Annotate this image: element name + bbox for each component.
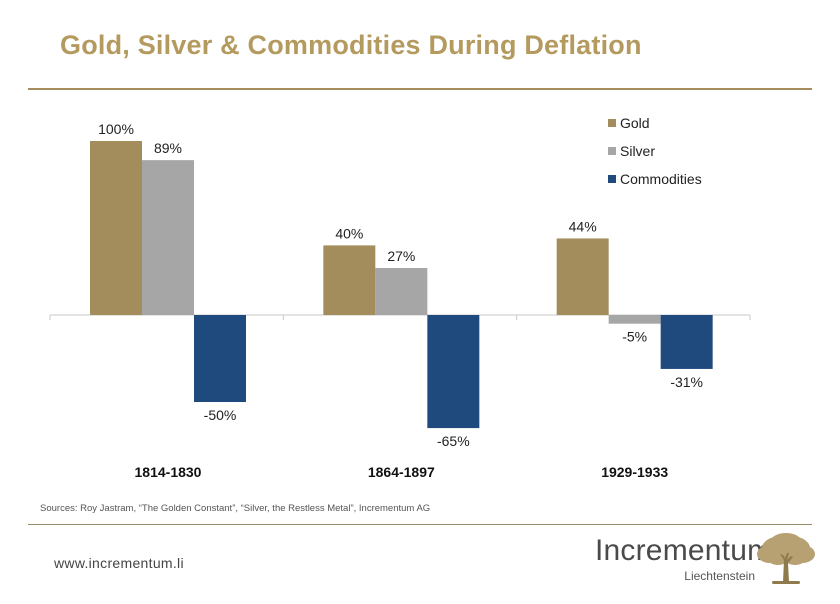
data-label: 100% <box>98 121 134 137</box>
legend-label-gold: Gold <box>620 115 650 131</box>
legend-label-commodities: Commodities <box>620 171 702 187</box>
bar-commodities-1814-1830 <box>194 315 246 402</box>
header-divider <box>28 88 812 90</box>
brand-name: Incrementum <box>595 534 773 567</box>
bar-commodities-1864-1897 <box>427 315 480 429</box>
data-label: -5% <box>622 329 647 345</box>
bar-gold-1929-1933 <box>556 238 609 315</box>
data-label: -65% <box>437 433 470 449</box>
brand-logo-text: Incrementum Liechtenstein <box>595 534 773 584</box>
category-label: 1929-1933 <box>601 464 668 480</box>
legend-swatch-silver <box>608 147 616 155</box>
source-note: Sources: Roy Jastram, “The Golden Consta… <box>40 503 431 514</box>
bar-silver-1929-1933 <box>608 315 661 324</box>
bar-commodities-1929-1933 <box>660 315 713 369</box>
data-label: -50% <box>204 407 237 423</box>
category-label: 1864-1897 <box>368 464 435 480</box>
data-label: -31% <box>670 374 703 390</box>
category-label: 1814-1830 <box>135 464 202 480</box>
brand-subtitle: Liechtenstein <box>684 569 755 583</box>
deflation-bar-chart: 100% 89% -50% 1814-1830 40% 27% -65%1864-1897 4… <box>49 115 751 480</box>
bar-gold-1864-1897 <box>323 245 376 315</box>
legend-swatch-gold <box>608 119 616 127</box>
bar-silver-1814-1830 <box>142 160 194 315</box>
bar-silver-1864-1897 <box>375 268 428 315</box>
data-label: 40% <box>335 225 363 241</box>
bar-gold-1814-1830 <box>90 141 142 315</box>
data-label: 44% <box>569 218 597 234</box>
oak-tree-icon <box>757 533 815 584</box>
legend-swatch-commodities <box>608 175 616 183</box>
legend-label-silver: Silver <box>620 143 655 159</box>
website-link[interactable]: www.incrementum.li <box>54 555 184 571</box>
data-label: 89% <box>154 140 182 156</box>
page-title: Gold, Silver & Commodities During Deflat… <box>60 30 642 60</box>
footer-divider <box>28 524 812 525</box>
data-label: 27% <box>387 248 415 264</box>
